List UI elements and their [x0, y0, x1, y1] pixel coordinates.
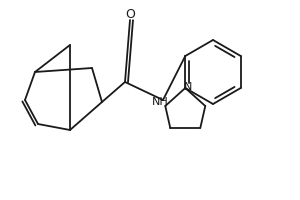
Text: O: O [125, 7, 135, 21]
Text: N: N [184, 82, 193, 92]
Text: NH: NH [152, 97, 168, 107]
